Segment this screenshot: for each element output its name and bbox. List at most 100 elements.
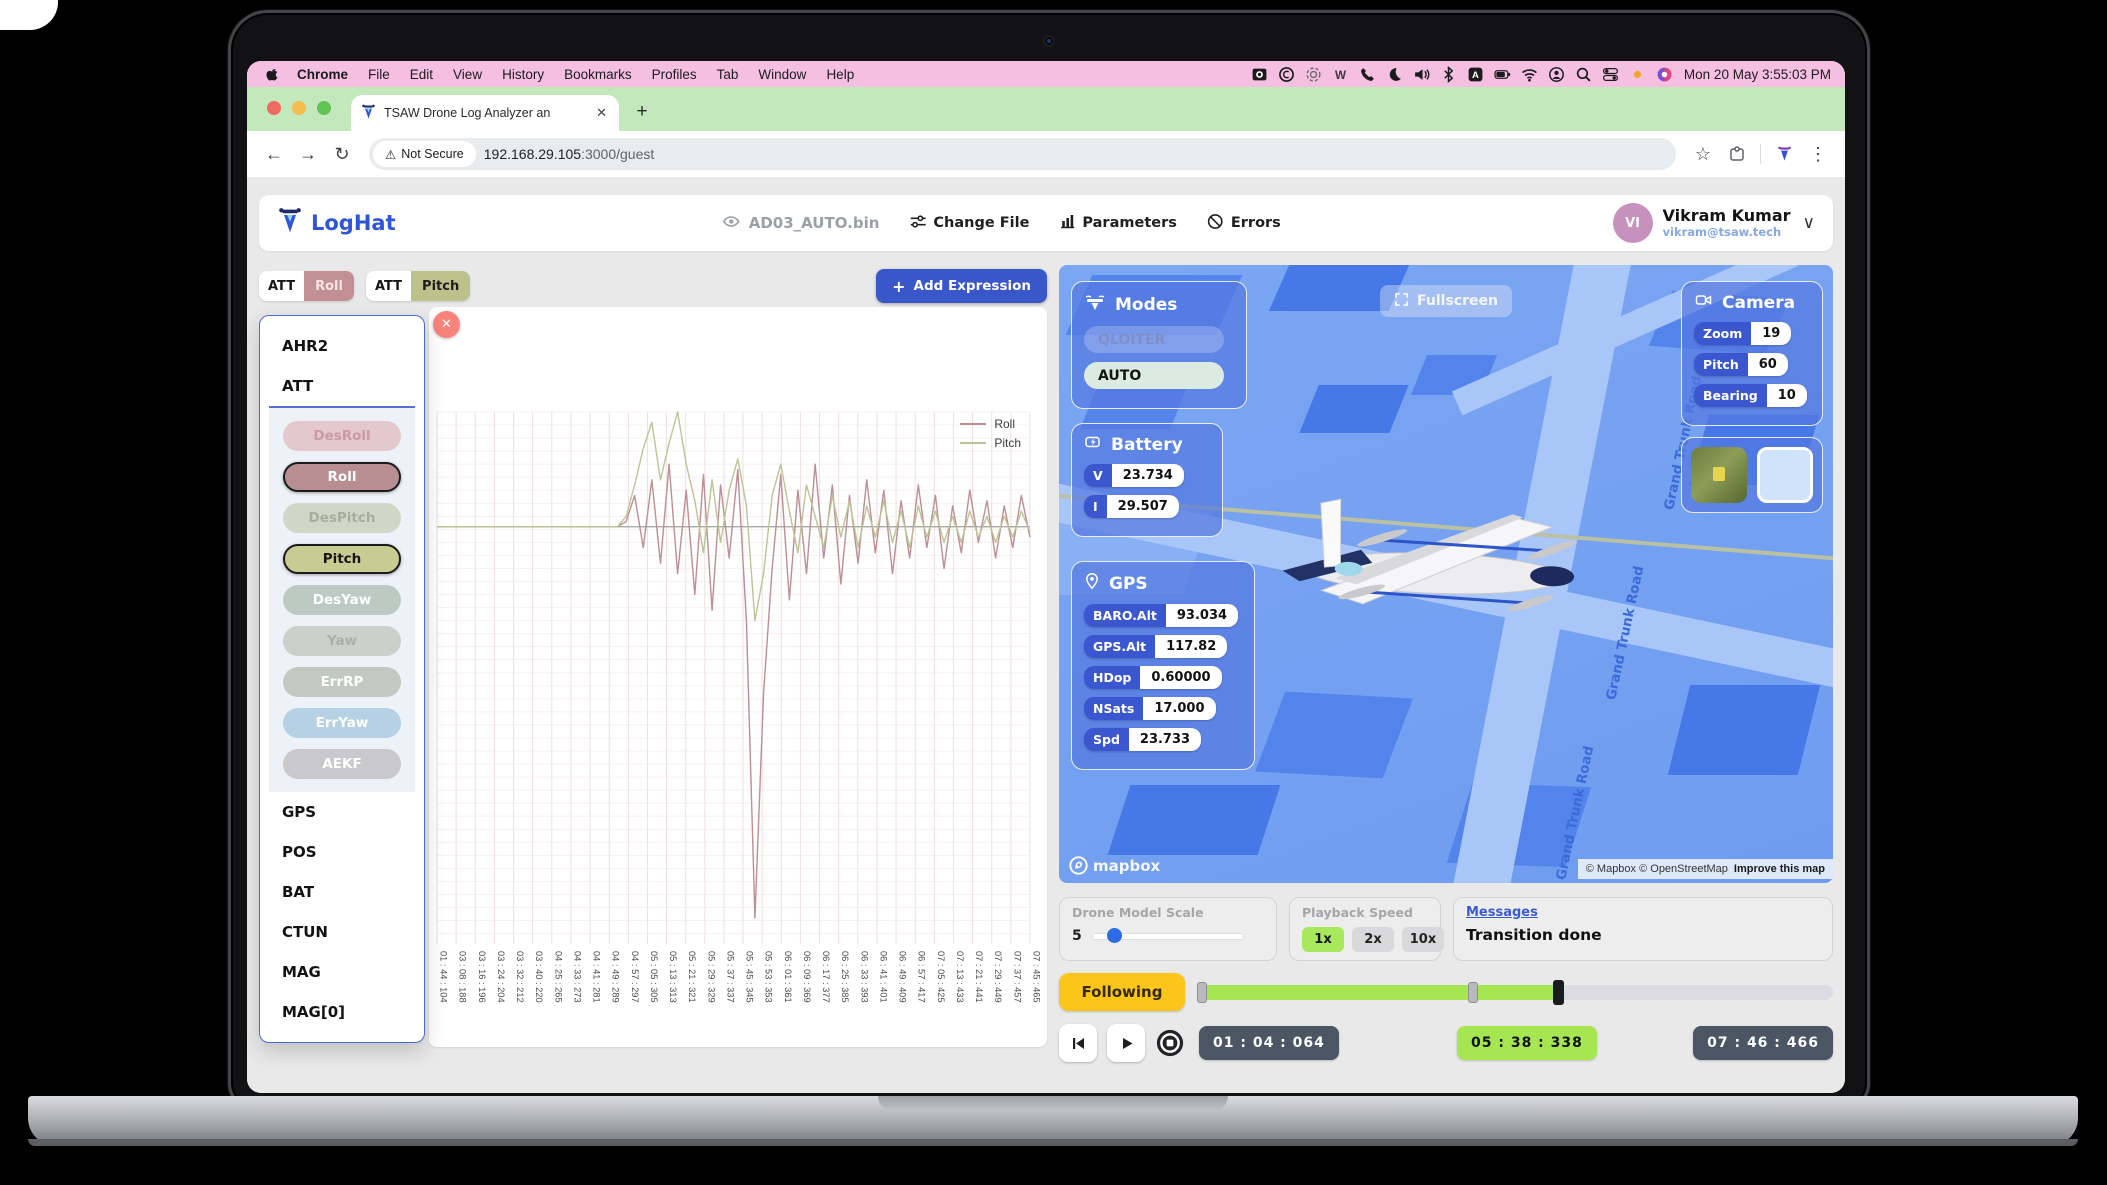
speed-1x-button[interactable]: 1x (1302, 927, 1344, 952)
message-text: Transition done (1466, 926, 1602, 944)
att-field-despitch[interactable]: DesPitch (283, 503, 401, 533)
light-style-thumb[interactable] (1757, 447, 1813, 503)
bluetooth-icon[interactable] (1438, 65, 1460, 83)
satellite-style-thumb[interactable] (1691, 447, 1747, 503)
apple-menu-icon[interactable] (261, 66, 287, 82)
mode-auto[interactable]: AUTO (1084, 362, 1224, 389)
phone-icon[interactable] (1357, 65, 1379, 83)
menu-help[interactable]: Help (826, 66, 855, 82)
att-field-desyaw[interactable]: DesYaw (283, 585, 401, 615)
wifi-icon[interactable] (1519, 65, 1541, 83)
att-field-roll[interactable]: Roll (283, 462, 401, 492)
attribution-text[interactable]: © Mapbox © OpenStreetMap (1585, 863, 1728, 875)
att-field-aekf[interactable]: AEKF (283, 749, 401, 779)
mode-qloiter[interactable]: QLOITER (1084, 326, 1224, 353)
add-expression-button[interactable]: + Add Expression (876, 269, 1047, 303)
menu-tab[interactable]: Tab (716, 66, 739, 82)
menu-profiles[interactable]: Profiles (651, 66, 697, 82)
webex-icon[interactable]: W (1330, 65, 1352, 83)
moon-icon[interactable] (1384, 65, 1406, 83)
dropdown-item-ctun[interactable]: CTUN (282, 923, 328, 941)
close-window-button[interactable] (267, 101, 281, 115)
menu-file[interactable]: File (368, 66, 390, 82)
adobe-cc-icon[interactable] (1276, 65, 1298, 83)
forward-button[interactable]: → (299, 143, 317, 164)
speed-2x-button[interactable]: 2x (1352, 927, 1394, 952)
skip-to-start-button[interactable] (1059, 1024, 1097, 1062)
back-button[interactable]: ← (265, 143, 283, 164)
address-bar[interactable]: ⚠ Not Secure 192.168.29.105:3000/guest (369, 138, 1676, 170)
timeline-track[interactable] (1197, 979, 1833, 1005)
security-chip[interactable]: ⚠ Not Secure (373, 141, 476, 167)
dropdown-item-att[interactable]: ATT (282, 377, 314, 395)
user-menu[interactable]: VI Vikram Kumar vikram@tsaw.tech ∨ (1612, 203, 1815, 243)
drone-scale-slider[interactable] (1091, 927, 1244, 943)
bookmark-star-icon[interactable]: ☆ (1694, 143, 1712, 164)
timeline-playhead[interactable] (1552, 979, 1564, 1005)
att-field-pitch[interactable]: Pitch (283, 544, 401, 574)
drone-3d-model[interactable] (1257, 450, 1622, 664)
att-field-errrp[interactable]: ErrRP (283, 667, 401, 697)
control-center-icon[interactable] (1600, 65, 1622, 83)
fullscreen-button[interactable]: Fullscreen (1380, 285, 1512, 317)
menu-window[interactable]: Window (758, 66, 807, 82)
kebab-menu-icon[interactable]: ⋮ (1809, 143, 1827, 164)
menu-bookmarks[interactable]: Bookmarks (564, 66, 632, 82)
dropdown-item-pos[interactable]: POS (282, 843, 317, 861)
loghat-brand[interactable]: LogHat (277, 207, 396, 240)
timeline-start-handle[interactable] (1197, 981, 1207, 1003)
att-field-desroll[interactable]: DesRoll (283, 421, 401, 451)
zoom-window-button[interactable] (317, 101, 331, 115)
tab-close-icon[interactable]: ✕ (596, 105, 607, 120)
chevron-down-icon[interactable]: ∨ (1802, 213, 1815, 233)
errors-button[interactable]: Errors (1207, 213, 1281, 234)
improve-map-link[interactable]: Improve this map (1733, 863, 1825, 875)
slider-thumb[interactable] (1106, 927, 1122, 943)
input-source-icon[interactable]: A (1465, 65, 1487, 83)
spotlight-icon[interactable] (1573, 65, 1595, 83)
dropdown-item-mag0[interactable]: MAG[0] (282, 1003, 345, 1021)
plot-tab-att-pitch[interactable]: ATT Pitch (365, 271, 471, 301)
minimize-window-button[interactable] (292, 101, 306, 115)
att-field-erryaw[interactable]: ErrYaw (283, 708, 401, 738)
screenshot-icon[interactable] (1249, 65, 1271, 83)
reload-button[interactable]: ↻ (334, 143, 350, 164)
parameters-button[interactable]: Parameters (1059, 213, 1177, 233)
dropdown-item-ahr2[interactable]: AHR2 (282, 337, 329, 355)
change-file-button[interactable]: Change File (909, 213, 1029, 234)
url-text[interactable]: 192.168.29.105:3000/guest (483, 146, 655, 162)
menu-view[interactable]: View (453, 66, 483, 82)
messages-link[interactable]: Messages (1466, 905, 1538, 920)
notification-dot-icon[interactable] (1627, 65, 1649, 83)
mapbox-logo[interactable]: mapbox (1069, 856, 1160, 875)
play-button[interactable] (1107, 1024, 1145, 1062)
dropdown-item-bat[interactable]: BAT (282, 883, 315, 901)
dropdown-item-mag[interactable]: MAG (282, 963, 321, 981)
following-button[interactable]: Following (1059, 973, 1185, 1011)
menubar-app-name[interactable]: Chrome (297, 66, 349, 82)
color-profile-icon[interactable] (1654, 65, 1676, 83)
close-chart-button[interactable]: ✕ (433, 311, 460, 338)
menubar-clock[interactable]: Mon 20 May 3:55:03 PM (1683, 66, 1831, 82)
battery-icon[interactable] (1492, 65, 1514, 83)
timeline-range-handle[interactable] (1467, 981, 1478, 1003)
roll-pitch-chart[interactable]: 01 : 44 : 104 03 : 08 : 188 03 : 16 : 196 0… (429, 307, 1047, 1047)
volume-icon[interactable] (1411, 65, 1433, 83)
plot-tab-att-roll[interactable]: ATT Roll (259, 271, 354, 301)
user-name: Vikram Kumar (1662, 205, 1791, 225)
drone-extension-icon[interactable] (1769, 139, 1799, 169)
mapbox-map[interactable]: Grand Trunk Road Grand Trunk Road Grand … (1059, 265, 1833, 883)
stop-record-button[interactable] (1155, 1028, 1185, 1058)
browser-tab[interactable]: TSAW Drone Log Analyzer an ✕ (351, 95, 619, 131)
sliders-icon (909, 213, 926, 234)
extensions-icon[interactable] (1722, 139, 1752, 169)
new-tab-button[interactable]: + (636, 101, 648, 122)
speed-10x-button[interactable]: 10x (1402, 927, 1444, 952)
spiral-icon[interactable] (1303, 65, 1325, 83)
dropdown-item-gps[interactable]: GPS (282, 803, 317, 821)
facetime-icon[interactable] (1546, 65, 1568, 83)
menu-edit[interactable]: Edit (409, 66, 434, 82)
att-field-yaw[interactable]: Yaw (283, 626, 401, 656)
menu-history[interactable]: History (502, 66, 545, 82)
fullscreen-label: Fullscreen (1417, 293, 1498, 309)
